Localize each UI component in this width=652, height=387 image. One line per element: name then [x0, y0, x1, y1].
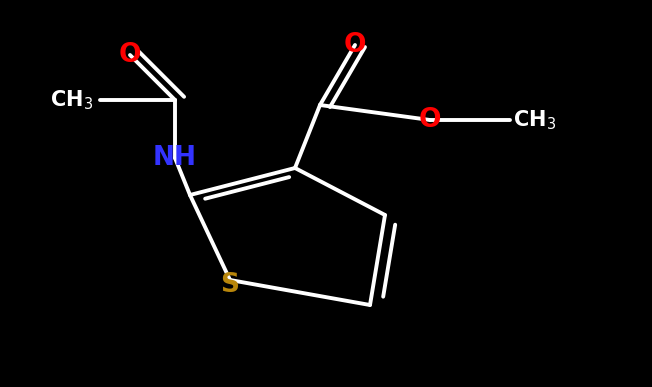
Text: CH$_3$: CH$_3$ [513, 108, 556, 132]
Text: NH: NH [153, 145, 197, 171]
Text: S: S [220, 272, 239, 298]
Text: O: O [344, 32, 366, 58]
Text: CH$_3$: CH$_3$ [50, 88, 93, 112]
Text: O: O [119, 42, 141, 68]
Text: O: O [419, 107, 441, 133]
